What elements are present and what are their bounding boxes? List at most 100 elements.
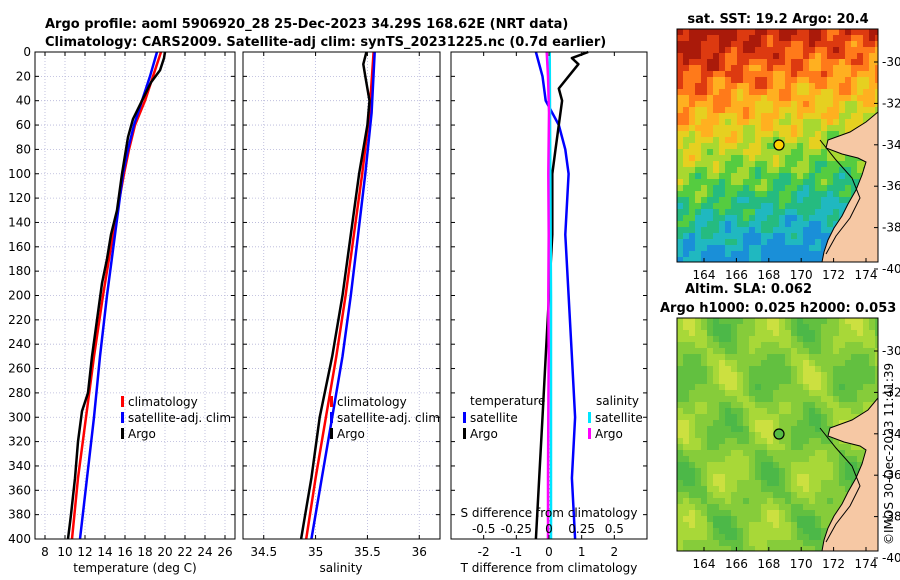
map-cell xyxy=(731,227,738,234)
map-cell xyxy=(725,336,732,343)
map-cell xyxy=(833,444,840,451)
map-cell xyxy=(779,125,786,132)
map-cell xyxy=(797,390,804,397)
map-cell xyxy=(821,245,828,252)
map-cell xyxy=(767,65,774,72)
map-cell xyxy=(689,498,696,505)
map-cell xyxy=(863,360,870,367)
map-cell xyxy=(791,101,798,108)
map-cell xyxy=(689,137,696,144)
map-cell xyxy=(875,107,878,114)
map-cell xyxy=(713,233,720,240)
map-cell xyxy=(857,161,864,168)
map-cell xyxy=(737,318,744,325)
map-cell xyxy=(773,125,780,132)
map-cell xyxy=(725,414,732,421)
map-cell xyxy=(869,95,876,102)
sst-map-frame xyxy=(676,28,879,263)
map-cell xyxy=(725,197,732,204)
map-cell xyxy=(719,185,726,192)
map-cell xyxy=(677,474,684,481)
map-cell xyxy=(725,474,732,481)
map-cell xyxy=(755,474,762,481)
map-cell xyxy=(683,35,690,42)
map-cell xyxy=(707,233,714,240)
map-cell xyxy=(677,245,684,252)
map-cell xyxy=(815,540,822,547)
map-cell xyxy=(773,89,780,96)
map-cell xyxy=(743,125,750,132)
map-cell xyxy=(731,456,738,463)
map-cell xyxy=(749,534,756,541)
map-cell xyxy=(713,161,720,168)
map-cell xyxy=(845,101,852,108)
map-cell xyxy=(707,366,714,373)
map-cell xyxy=(779,318,786,325)
map-cell xyxy=(863,372,870,379)
map-cell xyxy=(767,528,774,535)
map-cell xyxy=(731,408,738,415)
map-cell xyxy=(713,432,720,439)
map-cell xyxy=(833,89,840,96)
map-cell xyxy=(785,29,792,36)
map-cell xyxy=(761,486,768,493)
map-cell xyxy=(755,372,762,379)
map-cell xyxy=(827,77,834,84)
map-cell xyxy=(797,53,804,60)
map-cell xyxy=(851,167,858,174)
map-cell xyxy=(755,197,762,204)
map-cell xyxy=(755,438,762,445)
map-cell xyxy=(809,390,816,397)
map-cell xyxy=(773,251,780,258)
map-cell xyxy=(677,402,684,409)
map-cell xyxy=(677,191,684,198)
map-cell xyxy=(749,107,756,114)
map-cell xyxy=(851,119,858,126)
map-cell xyxy=(677,95,684,102)
map-cell xyxy=(779,113,786,120)
map-cell xyxy=(695,155,702,162)
map-cell xyxy=(773,71,780,78)
sla-coastline xyxy=(821,397,878,551)
map-cell xyxy=(797,245,804,252)
map-cell xyxy=(827,456,834,463)
map-cell xyxy=(791,462,798,469)
map-cell xyxy=(701,143,708,150)
map-cell xyxy=(707,257,714,262)
map-cell xyxy=(767,324,774,331)
map-cell xyxy=(821,534,828,541)
map-cell xyxy=(695,408,702,415)
map-cell xyxy=(809,354,816,361)
map-cell xyxy=(803,474,810,481)
map-cell xyxy=(725,89,732,96)
map-cell xyxy=(719,462,726,469)
map-cell xyxy=(719,378,726,385)
map-cell xyxy=(713,89,720,96)
map-cell xyxy=(677,372,684,379)
map-cell xyxy=(749,77,756,84)
map-cell xyxy=(845,330,852,337)
map-cell xyxy=(677,137,684,144)
map-cell xyxy=(779,444,786,451)
map-cell xyxy=(779,53,786,60)
map-cell xyxy=(707,432,714,439)
map-cell xyxy=(839,492,846,499)
map-cell xyxy=(719,95,726,102)
map-cell xyxy=(779,179,786,186)
map-cell xyxy=(761,131,768,138)
map-cell xyxy=(749,239,756,246)
map-cell xyxy=(815,330,822,337)
map-cell xyxy=(809,227,816,234)
map-cell xyxy=(833,462,840,469)
map-cell xyxy=(713,245,720,252)
map-cell xyxy=(707,384,714,391)
map-cell xyxy=(701,167,708,174)
map-cell xyxy=(845,444,852,451)
map-cell xyxy=(851,450,858,457)
map-cell xyxy=(815,456,822,463)
map-cell xyxy=(791,143,798,150)
map-cell xyxy=(737,95,744,102)
map-cell xyxy=(701,492,708,499)
map-cell xyxy=(707,125,714,132)
series-line-s-argo xyxy=(545,51,551,539)
